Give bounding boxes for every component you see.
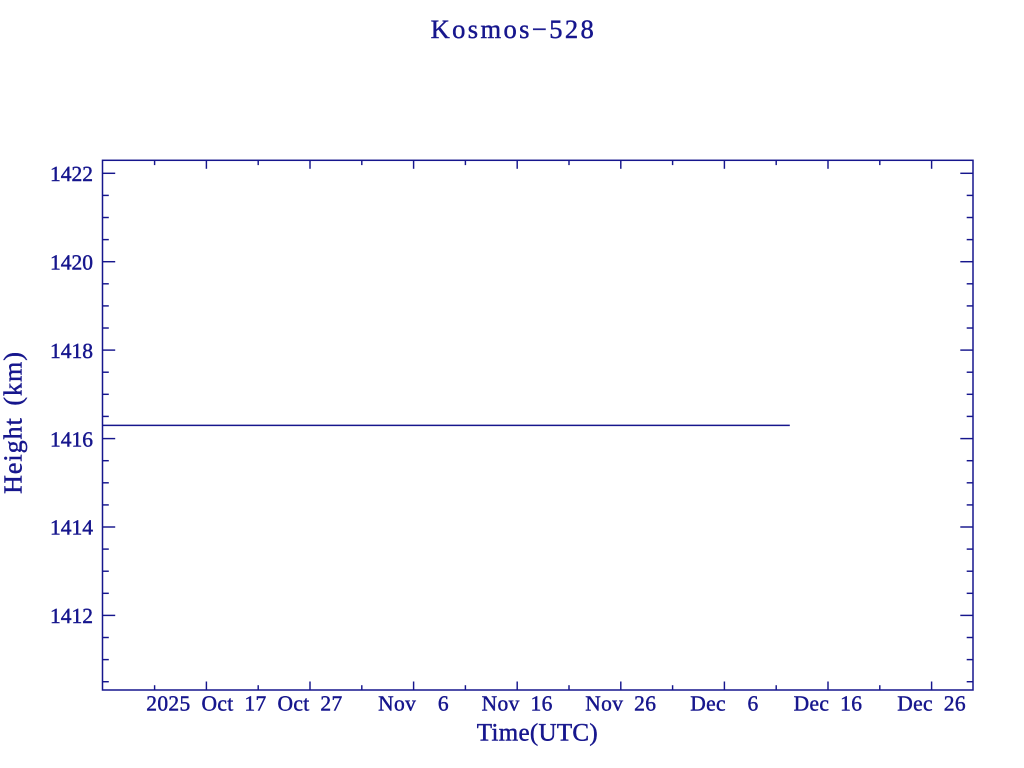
- svg-text:1422: 1422: [50, 162, 93, 186]
- svg-text:Nov 6: Nov 6: [378, 692, 449, 716]
- svg-text:1416: 1416: [50, 427, 93, 451]
- svg-text:Height (km): Height (km): [0, 351, 28, 494]
- svg-text:1412: 1412: [50, 604, 93, 628]
- svg-text:Dec 26: Dec 26: [897, 692, 966, 716]
- svg-text:Nov 16: Nov 16: [482, 692, 553, 716]
- svg-text:Kosmos−528: Kosmos−528: [431, 14, 597, 44]
- svg-text:1418: 1418: [50, 339, 93, 363]
- svg-text:Oct 27: Oct 27: [277, 692, 342, 716]
- svg-text:Dec 16: Dec 16: [794, 692, 863, 716]
- svg-text:Nov 26: Nov 26: [585, 692, 656, 716]
- svg-text:Time(UTC): Time(UTC): [477, 720, 598, 747]
- svg-text:1414: 1414: [50, 516, 93, 540]
- svg-text:Dec 6: Dec 6: [690, 692, 758, 716]
- svg-text:1420: 1420: [50, 250, 93, 274]
- svg-text:2025 Oct 17: 2025 Oct 17: [146, 692, 266, 716]
